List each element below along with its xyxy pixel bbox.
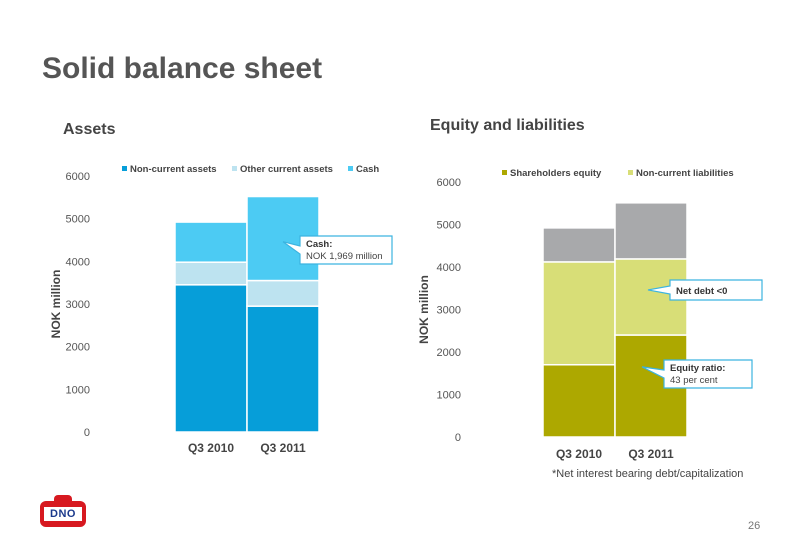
callout-box xyxy=(647,279,763,301)
bar-segment xyxy=(542,364,616,438)
y-tick-label: 3000 xyxy=(437,305,461,317)
legend-label: Cash xyxy=(356,164,379,175)
callout-text: NOK 1,969 million xyxy=(306,251,383,262)
bar-segment xyxy=(542,227,616,263)
y-axis-label: NOK million xyxy=(417,275,431,344)
callout-title: Net debt <0 xyxy=(676,286,727,297)
chart-title: Assets xyxy=(63,121,116,138)
legend-label: Non-current assets xyxy=(130,164,217,175)
bar-segment xyxy=(542,261,616,366)
callout-title: Cash: xyxy=(306,239,332,250)
y-tick-label: 4000 xyxy=(437,262,461,274)
logo-text: DNO xyxy=(44,507,82,521)
slide-title: Solid balance sheet xyxy=(42,52,323,85)
y-tick-label: 2000 xyxy=(66,342,90,354)
y-tick-label: 0 xyxy=(455,432,461,444)
y-tick-label: 6000 xyxy=(437,177,461,189)
y-tick-label: 5000 xyxy=(437,220,461,232)
bar-segment xyxy=(246,305,320,433)
callout-box xyxy=(641,359,753,389)
bar-segment xyxy=(174,221,248,263)
bar-segment xyxy=(614,202,688,260)
legend-swatch xyxy=(122,166,127,171)
legend-swatch xyxy=(502,170,507,175)
category-label: Q3 2010 xyxy=(556,447,602,461)
callout-text: 43 per cent xyxy=(670,375,718,386)
y-tick-label: 6000 xyxy=(66,171,90,183)
y-tick-label: 1000 xyxy=(437,390,461,402)
category-label: Q3 2010 xyxy=(188,441,234,455)
legend-label: Non-current liabilities xyxy=(636,168,734,179)
callout-title: Equity ratio: xyxy=(670,363,725,374)
y-tick-label: 0 xyxy=(84,427,90,439)
bar-segment xyxy=(246,279,320,307)
page-number: 26 xyxy=(748,520,761,532)
legend-swatch xyxy=(348,166,353,171)
legend-label: Shareholders equity xyxy=(510,168,602,179)
dno-logo: DNO xyxy=(40,495,86,531)
y-tick-label: 3000 xyxy=(66,299,90,311)
y-tick-label: 2000 xyxy=(437,347,461,359)
legend-swatch xyxy=(232,166,237,171)
y-axis-label: NOK million xyxy=(49,270,63,339)
category-label: Q3 2011 xyxy=(628,447,674,461)
category-label: Q3 2011 xyxy=(260,441,306,455)
legend-label: Other current assets xyxy=(240,164,333,175)
y-tick-label: 4000 xyxy=(66,256,90,268)
callout-box xyxy=(282,235,393,265)
chart-title: Equity and liabilities xyxy=(430,117,585,134)
y-tick-label: 1000 xyxy=(66,384,90,396)
footnote: *Net interest bearing debt/capitalizatio… xyxy=(552,468,744,480)
legend-swatch xyxy=(628,170,633,175)
y-tick-label: 5000 xyxy=(66,214,90,226)
